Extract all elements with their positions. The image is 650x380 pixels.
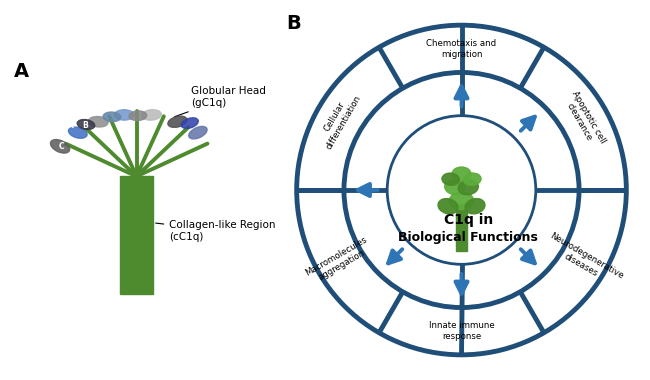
Text: Globular Head
(gC1q): Globular Head (gC1q) bbox=[175, 87, 266, 117]
Text: C: C bbox=[58, 142, 64, 151]
Ellipse shape bbox=[103, 112, 121, 122]
Text: Neurodegenerative
diseases: Neurodegenerative diseases bbox=[543, 231, 625, 290]
Text: A: A bbox=[14, 62, 29, 81]
Circle shape bbox=[296, 25, 627, 355]
Bar bbox=[120, 176, 153, 294]
Ellipse shape bbox=[88, 117, 108, 127]
Text: Innate immune
response: Innate immune response bbox=[428, 321, 495, 341]
Text: C1q in: C1q in bbox=[444, 213, 493, 227]
Ellipse shape bbox=[181, 118, 198, 128]
Ellipse shape bbox=[463, 173, 481, 185]
Bar bbox=[456, 204, 467, 251]
Ellipse shape bbox=[114, 110, 134, 120]
Text: Chemotaxis and
migration: Chemotaxis and migration bbox=[426, 39, 497, 59]
Ellipse shape bbox=[452, 167, 471, 180]
Text: Cellular
differentiation: Cellular differentiation bbox=[315, 88, 363, 151]
Ellipse shape bbox=[51, 139, 70, 153]
Ellipse shape bbox=[77, 120, 95, 130]
Ellipse shape bbox=[449, 192, 474, 210]
Ellipse shape bbox=[168, 116, 187, 127]
Ellipse shape bbox=[438, 199, 458, 214]
Ellipse shape bbox=[129, 111, 147, 120]
Text: Collagen-like Region
(cC1q): Collagen-like Region (cC1q) bbox=[155, 220, 276, 242]
Text: Macromolecules
aggregation: Macromolecules aggregation bbox=[304, 235, 374, 287]
Ellipse shape bbox=[142, 110, 161, 120]
Circle shape bbox=[387, 116, 536, 264]
Text: Apoptotic cell
clearance: Apoptotic cell clearance bbox=[561, 89, 607, 150]
Ellipse shape bbox=[445, 180, 465, 195]
Ellipse shape bbox=[465, 199, 485, 214]
Text: Biological Functions: Biological Functions bbox=[398, 231, 538, 244]
Text: B: B bbox=[82, 120, 88, 130]
Text: B: B bbox=[286, 14, 300, 33]
Ellipse shape bbox=[68, 127, 87, 138]
Text: A: A bbox=[68, 120, 74, 130]
Ellipse shape bbox=[442, 173, 460, 185]
Ellipse shape bbox=[458, 180, 478, 195]
Ellipse shape bbox=[188, 127, 207, 139]
Circle shape bbox=[344, 73, 579, 307]
